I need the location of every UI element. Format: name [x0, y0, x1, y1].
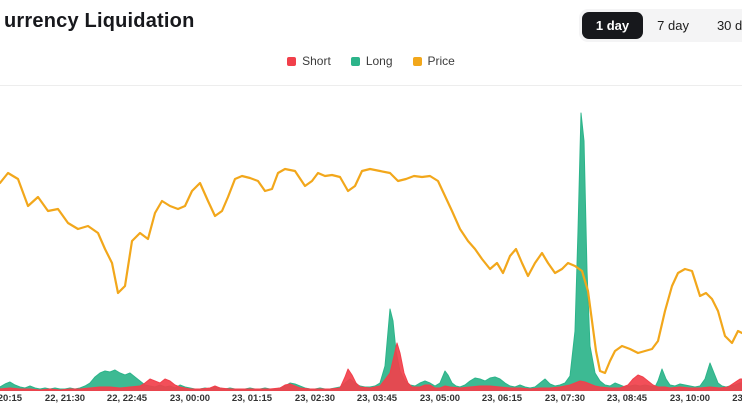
x-tick-label: 23, 01:15 — [231, 393, 273, 404]
tab-7-day[interactable]: 7 day — [643, 12, 703, 39]
tab-30-day[interactable]: 30 day — [703, 12, 742, 39]
page-title: urrency Liquidation — [4, 10, 195, 32]
x-tick-label: 23, 07:30 — [544, 393, 586, 404]
x-tick-label: 23, 10:00 — [669, 393, 711, 404]
x-tick-label: 23, 03:45 — [356, 393, 398, 404]
legend-label: Long — [365, 54, 393, 68]
price-line — [0, 167, 742, 375]
legend-item-short[interactable]: Short — [287, 54, 331, 68]
x-tick-label: 23, 06:15 — [481, 393, 523, 404]
short-area — [0, 342, 742, 391]
x-tick-label: 23, 05:00 — [419, 393, 461, 404]
long-swatch-icon — [350, 56, 360, 66]
x-tick-label: 22, 22:45 — [106, 393, 148, 404]
legend-label: Price — [427, 54, 455, 68]
chart-canvas[interactable] — [0, 86, 742, 391]
chart-legend: Short Long Price — [0, 54, 742, 68]
x-tick-label: 23, 08:45 — [606, 393, 648, 404]
legend-item-long[interactable]: Long — [350, 54, 393, 68]
x-tick-label: 22, 21:30 — [44, 393, 86, 404]
x-tick-label: 23, 02:30 — [294, 393, 336, 404]
x-tick-label: 23, 11:15 — [732, 393, 742, 404]
x-tick-label: 23, 00:00 — [169, 393, 211, 404]
price-swatch-icon — [412, 56, 422, 66]
x-tick-label: 22, 20:15 — [0, 393, 23, 404]
x-axis-labels: 22, 20:15 22, 21:30 22, 22:45 23, 00:00 23, … — [0, 393, 742, 409]
legend-label: Short — [302, 54, 331, 68]
short-swatch-icon — [287, 56, 297, 66]
liquidation-chart[interactable] — [0, 85, 742, 391]
tab-1-day[interactable]: 1 day — [581, 12, 644, 39]
legend-item-price[interactable]: Price — [412, 54, 455, 68]
